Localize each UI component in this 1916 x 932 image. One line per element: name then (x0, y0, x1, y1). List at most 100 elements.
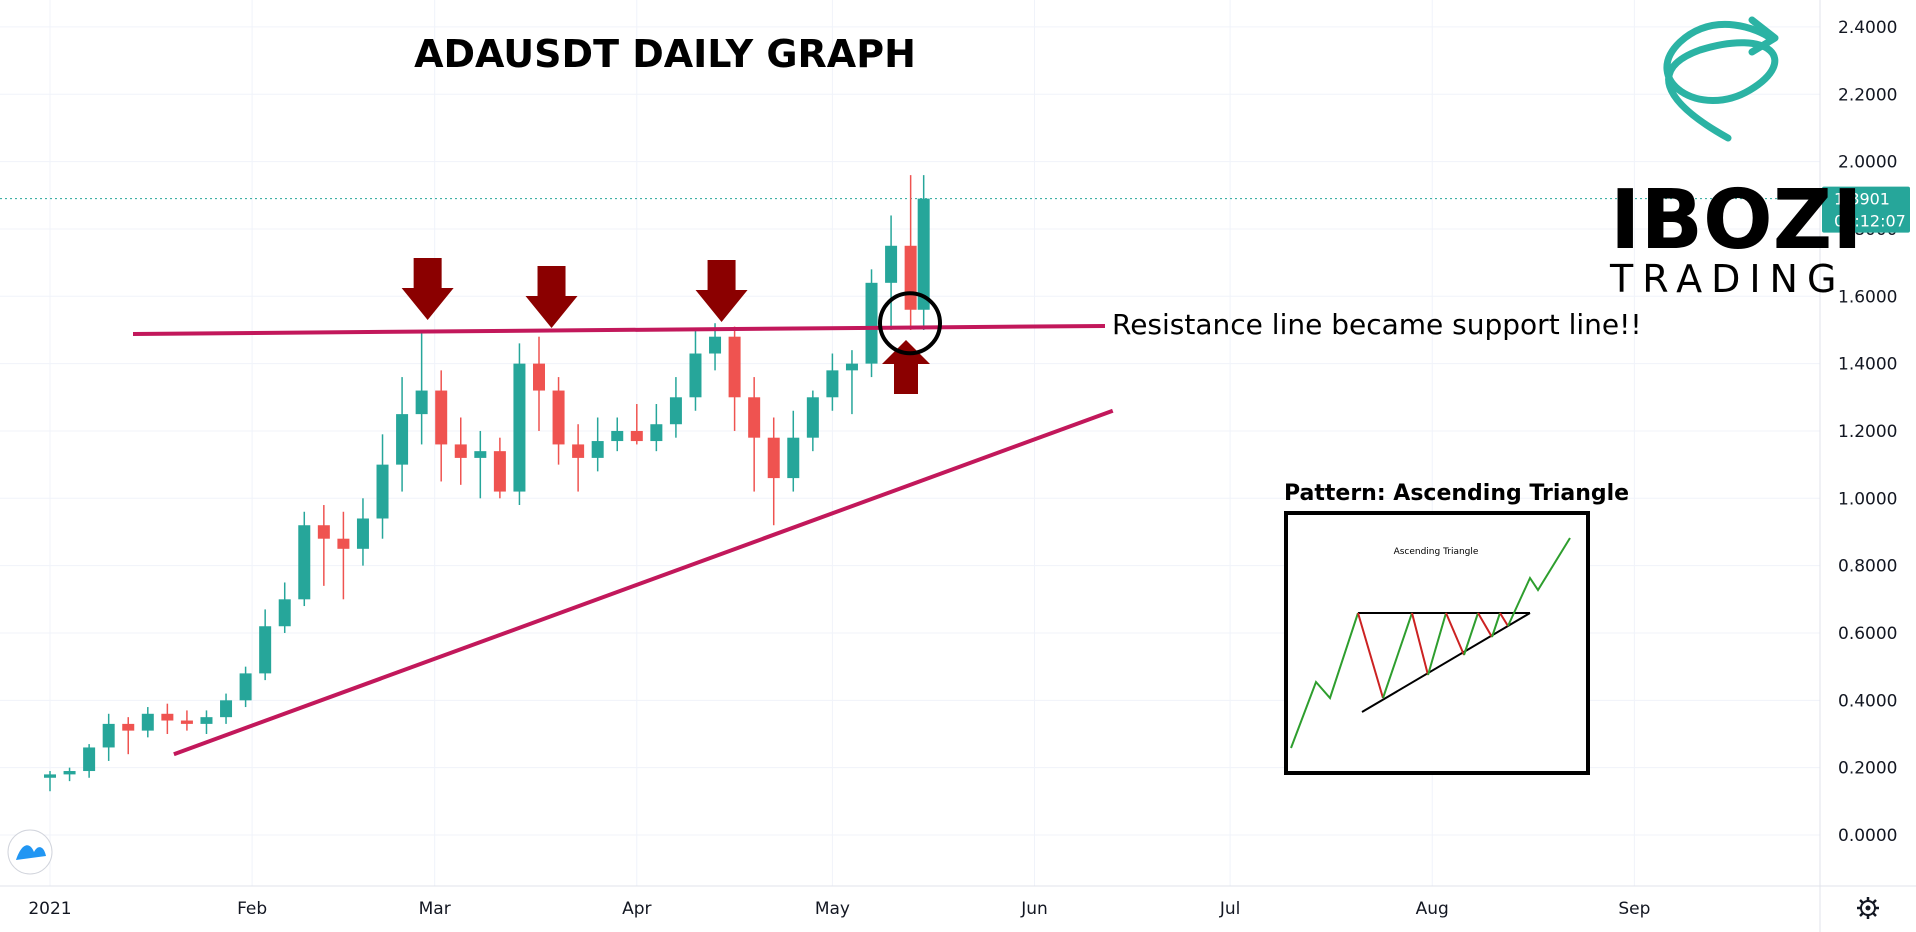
chart-grid (0, 0, 1820, 886)
x-tick-label: Jun (1020, 899, 1048, 919)
x-tick-label: Mar (419, 899, 451, 919)
inset-up-5 (1491, 612, 1501, 638)
x-tick-label: Feb (237, 899, 267, 919)
candle-body (865, 282, 878, 364)
time-axis: 2021 Feb Mar Apr May Jun Jul Aug Sep (28, 899, 1650, 919)
y-tick-label: 2.0000 (1838, 153, 1897, 173)
last-price-tag: 1.8901 05:12:07 (1822, 186, 1910, 233)
candle-body (806, 397, 819, 438)
candle-body (454, 444, 467, 458)
last-price-value: 1.8901 (1834, 190, 1890, 209)
candle-body (533, 363, 545, 391)
candle-group (44, 175, 930, 792)
last-price-tag-bg (1822, 186, 1910, 233)
logo-subline: TRADING (1609, 257, 1845, 301)
candle-body (767, 437, 780, 479)
candle-body (356, 518, 369, 549)
y-tick-label: 1.6000 (1838, 287, 1897, 307)
candle-body (650, 424, 663, 442)
inset-up-4 (1463, 612, 1479, 656)
gear-teeth (1857, 897, 1879, 919)
candle-body (44, 774, 56, 778)
logo-wordmark: IBOZI (1610, 173, 1863, 268)
candle-body (435, 390, 448, 445)
candle-body (278, 599, 291, 627)
candle-body (376, 464, 389, 519)
gear-icon[interactable] (1857, 897, 1879, 919)
inset-up-2 (1382, 612, 1413, 699)
inset-up-3 (1427, 612, 1447, 676)
y-tick-label: 0.4000 (1838, 691, 1897, 711)
inset-title: Pattern: Ascending Triangle (1284, 481, 1629, 506)
candle-body (513, 363, 526, 492)
inset-down-2 (1411, 612, 1429, 676)
inset-down-5 (1499, 612, 1509, 627)
candle-body (474, 451, 487, 458)
inset-subtitle: Ascending Triangle (1394, 547, 1479, 557)
y-tick-label: 0.6000 (1838, 624, 1897, 644)
y-tick-label: 0.8000 (1838, 557, 1897, 577)
candle-body (220, 700, 233, 718)
candle-body (904, 245, 917, 310)
candle-body (885, 245, 898, 283)
inset-breakout (1507, 537, 1571, 627)
up-arrow-icon (882, 340, 930, 394)
support-trendline (173, 408, 1114, 757)
candle-body (689, 353, 702, 398)
x-tick-label: Jul (1219, 899, 1241, 919)
candle-body (728, 336, 741, 398)
swirl-arrow-icon (1663, 16, 1779, 142)
y-tick-label: 2.2000 (1838, 85, 1897, 105)
x-tick-label: 2021 (28, 899, 71, 919)
x-tick-label: Aug (1416, 899, 1449, 919)
candle-body (826, 370, 839, 398)
chart-title: ADAUSDT DAILY GRAPH (414, 32, 916, 76)
y-tick-label: 0.0000 (1838, 826, 1897, 846)
pattern-inset: Pattern: Ascending Triangle Ascending Tr… (1284, 481, 1629, 775)
annotation-text: Resistance line became support line!! (1112, 308, 1642, 341)
candle-body (709, 336, 722, 354)
down-arrow-icon (695, 260, 748, 322)
candle-body (141, 713, 154, 731)
candle-body (83, 747, 96, 772)
candle-body (396, 414, 409, 465)
candle-body (493, 451, 506, 492)
candle-body (591, 441, 604, 458)
down-arrow-icon (401, 258, 454, 320)
candle-body (102, 723, 115, 748)
candle-body (787, 437, 800, 479)
y-tick-label: 1.2000 (1838, 422, 1897, 442)
candle-body (611, 430, 624, 442)
candle-body (298, 525, 311, 600)
y-tick-label: 2.4000 (1838, 18, 1897, 38)
candle-body (748, 397, 761, 438)
candle-body (63, 771, 76, 775)
cloud-icon (16, 845, 46, 860)
x-tick-label: Sep (1618, 899, 1650, 919)
highlight-circle (878, 291, 942, 356)
candle-body (200, 717, 213, 724)
down-arrow-icon (525, 266, 578, 328)
candle-body (337, 538, 350, 549)
inset-down-3 (1445, 612, 1465, 656)
candle-body (415, 390, 428, 415)
inset-down-1 (1357, 612, 1384, 699)
gear-hub (1865, 905, 1871, 911)
x-tick-label: Apr (622, 899, 651, 919)
candle-body (552, 390, 565, 445)
y-tick-label: 1.0000 (1838, 489, 1897, 509)
candle-body (572, 444, 585, 458)
candle-body (669, 397, 682, 425)
inset-upswing-1 (1290, 612, 1359, 749)
tradingview-logo-button[interactable] (7, 829, 53, 875)
bar-countdown: 05:12:07 (1834, 212, 1906, 231)
candle-body (122, 723, 135, 731)
candle-body (259, 626, 272, 674)
candle-body (845, 363, 858, 371)
annotation-arrows (401, 258, 930, 394)
candle-body (917, 198, 930, 310)
candle-body (161, 713, 174, 721)
ibozi-logo: IBOZI TRADING (1609, 16, 1863, 301)
x-tick-label: May (815, 899, 850, 919)
